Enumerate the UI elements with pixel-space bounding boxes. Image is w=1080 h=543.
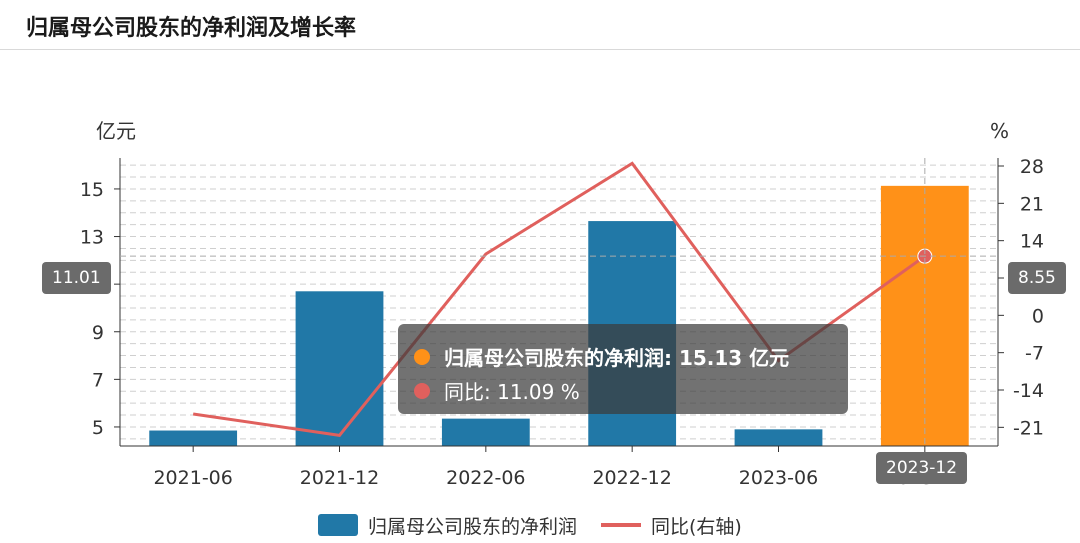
chart-title: 归属母公司股东的净利润及增长率 [26, 16, 357, 41]
tooltip-line-row: 同比: 11.09 % [414, 376, 580, 405]
chart-header: 归属母公司股东的净利润及增长率 [0, 0, 1080, 50]
x-tick-label: 2021-06 [153, 467, 232, 489]
right-tick-label: -7 [1025, 343, 1044, 365]
right-tick-label: 28 [1020, 156, 1044, 178]
right-tick-label: 0 [1032, 305, 1044, 327]
tooltip-line-dot [414, 382, 430, 399]
tooltip-bar-row: 归属母公司股东的净利润: 15.13 亿元 [414, 342, 789, 371]
x-tick-label: 2021-12 [300, 467, 379, 489]
left-tick-label: 5 [92, 417, 104, 439]
tooltip-bar-dot [414, 348, 430, 365]
bar-2021-12[interactable] [295, 291, 384, 446]
x-tick-label: 2022-12 [592, 467, 671, 489]
x-tick-label: 2022-06 [446, 467, 525, 489]
tooltip-line-text: 同比: 11.09 % [444, 380, 580, 404]
left-tick-label: 9 [92, 322, 104, 344]
left-tick-label: 15 [80, 179, 104, 201]
bar-2021-06[interactable] [149, 430, 238, 446]
legend-bar-label[interactable]: 归属母公司股东的净利润 [368, 515, 578, 538]
left-tick-label: 7 [92, 369, 104, 391]
x-tick-label: 2023-06 [739, 467, 818, 489]
tooltip-bar-text: 归属母公司股东的净利润: 15.13 亿元 [444, 346, 790, 370]
bar-2023-06[interactable] [734, 429, 823, 446]
right-tick-label: 14 [1020, 231, 1044, 253]
right-tick-label: -14 [1013, 380, 1044, 402]
chart-legend: 归属母公司股东的净利润 同比(右轴) [318, 510, 742, 540]
crosshair-left-value: 11.01 [42, 262, 111, 294]
bar-2022-06[interactable] [441, 418, 530, 446]
right-axis-unit: % [990, 119, 1009, 143]
crosshair-category: 2023-12 [876, 452, 968, 484]
legend-bar-swatch[interactable] [318, 514, 358, 536]
bar-2023-12[interactable] [880, 185, 969, 446]
left-tick-label: 13 [80, 227, 104, 249]
legend-line-swatch[interactable] [601, 523, 642, 527]
right-tick-label: 21 [1020, 193, 1044, 215]
combo-chart[interactable]: 579111315-21-14-707142128亿元%2021-062021-… [0, 0, 1080, 510]
right-tick-label: -21 [1013, 417, 1044, 439]
crosshair-right-value: 8.55 [1008, 262, 1066, 294]
chart-tooltip: 归属母公司股东的净利润: 15.13 亿元 同比: 11.09 % [398, 324, 848, 414]
legend-line-label[interactable]: 同比(右轴) [651, 515, 742, 538]
left-axis-unit: 亿元 [96, 119, 136, 143]
